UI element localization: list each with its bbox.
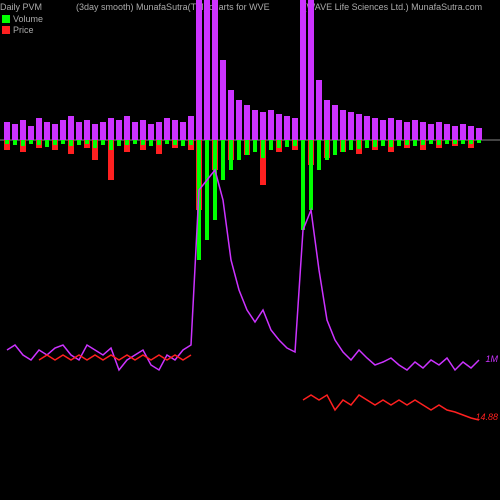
- axis-label: 1M: [485, 354, 498, 364]
- axis-label: 14.88: [475, 412, 498, 422]
- pvm-chart: [0, 0, 500, 500]
